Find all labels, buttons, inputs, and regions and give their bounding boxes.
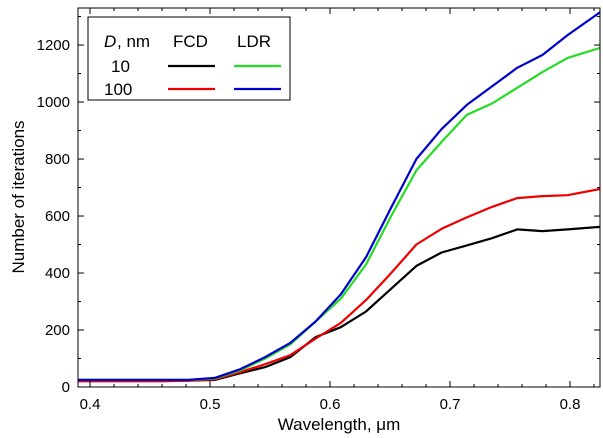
y-tick-label: 600 xyxy=(45,208,70,225)
y-tick-label: 0 xyxy=(62,379,70,396)
series-layer xyxy=(78,11,600,383)
legend-row-10: 10 xyxy=(111,57,130,76)
legend-col-fcd: FCD xyxy=(173,32,208,51)
y-tick-label: 400 xyxy=(45,265,70,282)
y-tick-label: 1200 xyxy=(37,37,70,54)
plot-frame xyxy=(77,7,601,388)
x-tick-label: 0.4 xyxy=(80,396,101,413)
y-tick-label: 200 xyxy=(45,322,70,339)
y-tick-label: 1000 xyxy=(37,94,70,111)
y-tick-label: 800 xyxy=(45,151,70,168)
legend-header-unit: , nm xyxy=(117,32,150,51)
legend-box xyxy=(87,16,291,101)
legend-header-var: D xyxy=(104,32,116,51)
x-axis-title: Wavelength, μm xyxy=(278,415,401,434)
x-tick-label: 0.8 xyxy=(560,396,581,413)
legend-col-ldr: LDR xyxy=(237,32,271,51)
series-line-3 xyxy=(78,11,600,381)
y-axis-title: Number of iterations xyxy=(9,120,28,273)
series-line-0 xyxy=(78,225,600,382)
x-tick-label: 0.6 xyxy=(320,396,341,413)
series-line-1 xyxy=(78,187,600,383)
legend: D , nm FCD LDR 10 100 xyxy=(87,16,291,101)
x-tick-label: 0.5 xyxy=(200,396,221,413)
ticks-layer: 0.4 0.5 0.6 0.7 0.8 0 200 400 600 800 1000 1200 xyxy=(37,8,600,413)
legend-row-100: 100 xyxy=(104,80,132,99)
x-tick-label: 0.7 xyxy=(440,396,461,413)
